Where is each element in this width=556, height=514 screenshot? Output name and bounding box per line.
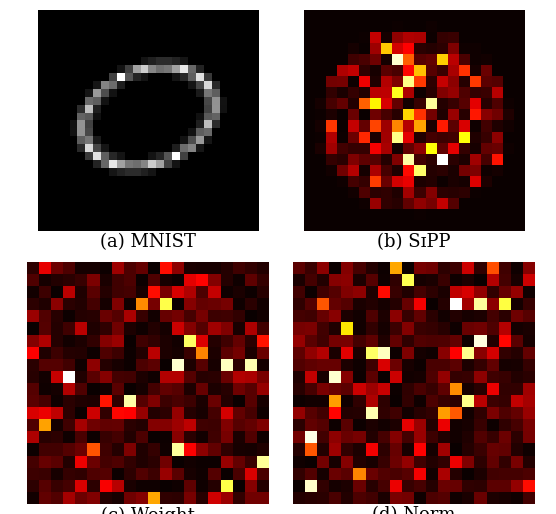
Text: (b) SɪPP: (b) SɪPP [377,233,450,251]
Text: (d) Norm: (d) Norm [372,506,455,514]
Text: (c) Weight: (c) Weight [101,506,195,514]
Text: (a) MNIST: (a) MNIST [100,233,196,251]
